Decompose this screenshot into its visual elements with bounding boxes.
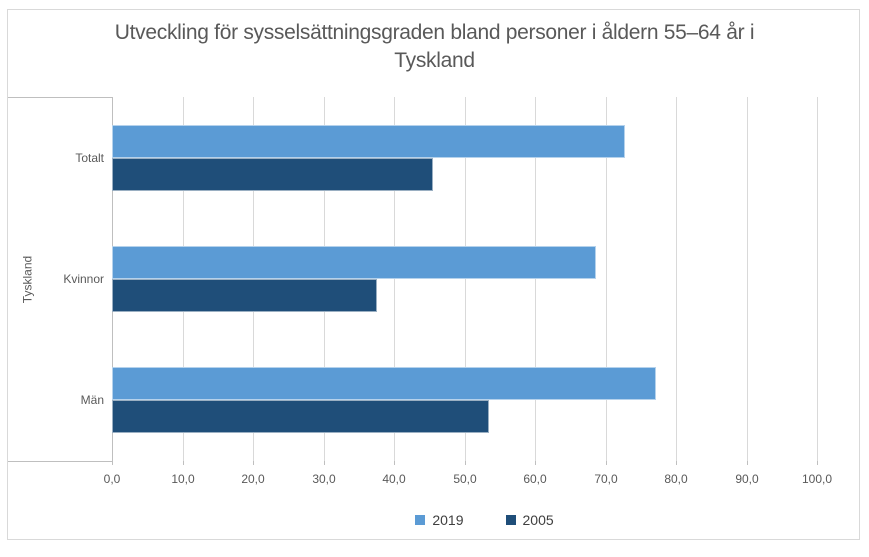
x-axis-tick xyxy=(747,461,748,465)
x-tick-label: 100,0 xyxy=(801,472,833,486)
bar-2005-kvinnor xyxy=(112,279,377,312)
gridline xyxy=(535,97,536,461)
bar-2019-män xyxy=(112,367,656,400)
bar-2005-totalt xyxy=(112,158,433,191)
gridline xyxy=(676,97,677,461)
x-tick-label: 80,0 xyxy=(664,472,688,486)
x-axis-tick xyxy=(324,461,325,465)
category-label-män: Män xyxy=(80,393,104,407)
x-axis-tick xyxy=(394,461,395,465)
legend: 2019 2005 xyxy=(132,511,837,529)
gridline xyxy=(817,97,818,461)
x-tick-label: 70,0 xyxy=(594,472,618,486)
legend-item-2005: 2005 xyxy=(505,512,554,528)
category-area-bottom-border xyxy=(8,461,112,462)
x-tick-label: 50,0 xyxy=(453,472,477,486)
gridline xyxy=(465,97,466,461)
x-axis-tick xyxy=(465,461,466,465)
legend-label-2005: 2005 xyxy=(522,512,554,528)
x-axis-tick xyxy=(817,461,818,465)
bar-2019-kvinnor xyxy=(112,246,596,279)
legend-swatch-2019 xyxy=(415,515,426,525)
x-tick-label: 30,0 xyxy=(312,472,336,486)
gridline xyxy=(394,97,395,461)
category-area-top-border xyxy=(8,97,112,98)
chart-title-line-2: Tyskland xyxy=(394,49,475,72)
bar-2005-män xyxy=(112,400,489,433)
chart-title-line-1: Utveckling för sysselsättningsgraden bla… xyxy=(114,21,755,44)
x-tick-label: 10,0 xyxy=(171,472,195,486)
x-tick-label: 90,0 xyxy=(735,472,759,486)
gridline xyxy=(747,97,748,461)
x-axis-tick xyxy=(676,461,677,465)
gridline xyxy=(606,97,607,461)
legend-swatch-2005 xyxy=(505,515,516,525)
x-tick-label: 40,0 xyxy=(382,472,406,486)
x-axis-tick xyxy=(253,461,254,465)
legend-label-2019: 2019 xyxy=(432,512,464,528)
x-tick-label: 20,0 xyxy=(241,472,265,486)
x-tick-label: 60,0 xyxy=(523,472,547,486)
x-axis-tick xyxy=(183,461,184,465)
chart-title: Utveckling för sysselsättningsgraden bla… xyxy=(0,19,869,75)
x-axis-tick xyxy=(535,461,536,465)
legend-item-2019: 2019 xyxy=(415,512,464,528)
x-tick-label: 0,0 xyxy=(103,472,121,486)
bar-2019-totalt xyxy=(112,125,625,158)
category-label-totalt: Totalt xyxy=(75,151,104,165)
x-axis-tick xyxy=(112,461,113,465)
category-label-kvinnor: Kvinnor xyxy=(63,272,104,286)
plot-area xyxy=(112,97,818,461)
x-axis-tick xyxy=(606,461,607,465)
